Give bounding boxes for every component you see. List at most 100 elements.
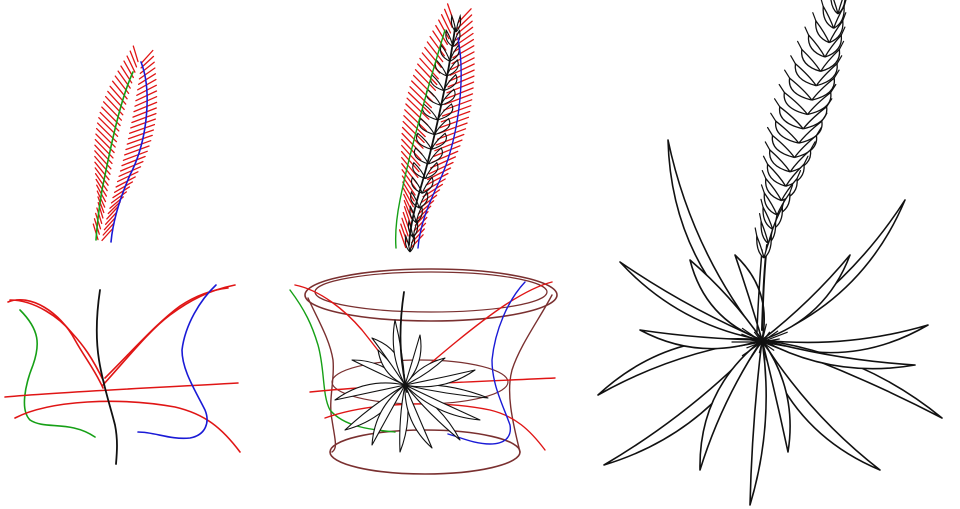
ground-red-stroke-lower (324, 403, 546, 451)
spike-barb (110, 191, 128, 204)
spike-bract-tip (812, 12, 817, 22)
spike-bract-tip (833, 69, 840, 79)
spike-barb (94, 150, 112, 170)
leaf-blue-stroke (447, 281, 526, 445)
spike-barb (116, 171, 139, 183)
spike-bract-tip (778, 83, 786, 94)
rosette-center-stroke (761, 341, 788, 353)
spike-barb (435, 133, 465, 146)
spike-bract-tip (825, 98, 833, 108)
spike-barb (416, 205, 432, 221)
rosette-center (731, 323, 788, 361)
spike-barb (401, 217, 409, 237)
spike-barb (438, 19, 450, 40)
spike-bract-tip (783, 69, 791, 79)
spike-barb (436, 128, 467, 140)
spike-barb (112, 186, 131, 199)
spike-bract-tip (764, 141, 771, 151)
spike-bract (756, 235, 765, 259)
spike-barb (400, 150, 420, 173)
rosette-leaf (404, 369, 476, 388)
spike-scale-outlines (404, 13, 462, 253)
rosette-leaf (404, 384, 481, 421)
spike-barb-strokes (92, 45, 158, 242)
rosette-leaves-small (334, 319, 489, 453)
spike-barb (409, 234, 424, 250)
spike-barb (129, 50, 138, 68)
plant-leaf (761, 254, 851, 341)
spike-bract-tip (770, 112, 777, 122)
spike-barb (429, 35, 445, 57)
spike-bract-tip (790, 55, 797, 65)
spike-bract (830, 0, 839, 15)
spike-scale (434, 117, 451, 136)
spike-scale (404, 233, 411, 253)
spike-bract-tip (754, 227, 758, 237)
spike-scale (449, 44, 460, 62)
spike-bract-tip (809, 141, 816, 151)
spike-barb (402, 120, 425, 144)
spike-scale (418, 117, 436, 136)
spike-barb (127, 129, 155, 140)
panel-sketch-with-proxies (289, 3, 558, 475)
spike-barb (406, 97, 430, 120)
spike-barb (114, 75, 130, 95)
spike-barb (453, 38, 475, 53)
spike-barb (429, 156, 457, 169)
spike-scale (452, 29, 461, 48)
spike-barb (419, 57, 439, 80)
ground-red-stroke-lower (14, 400, 241, 453)
spike-barb (132, 107, 157, 118)
rosette-center-stroke (761, 341, 767, 361)
spike-barb (95, 178, 108, 197)
spike-barb (131, 112, 157, 124)
plant-leaf (761, 339, 791, 453)
spike-bract-tip (804, 26, 810, 36)
leaf-green-stroke (289, 289, 396, 433)
spike-bract (822, 5, 835, 29)
spike-barb (402, 181, 415, 202)
spike-bract-tip (796, 170, 802, 180)
proxy-top-ellipse (304, 268, 558, 322)
spike-barb (417, 63, 438, 86)
plant-leaf (603, 339, 763, 466)
spike-barb (444, 93, 474, 106)
rosette-center-stroke (761, 341, 786, 347)
leaf-green-stroke (19, 309, 96, 438)
spike-scale (415, 132, 432, 150)
spike-barb (443, 99, 473, 111)
spike-bract-tip (766, 126, 774, 137)
rosette-center-stroke (761, 338, 780, 343)
leaf-red-stroke-right-inner (104, 287, 229, 379)
spike-barb (132, 45, 139, 63)
spike-blue-stroke (417, 37, 462, 249)
spike-barb (94, 155, 111, 175)
spike-barb (424, 46, 442, 68)
spike-barb (101, 227, 114, 242)
spike-barb (435, 24, 448, 46)
spike-barb (452, 45, 475, 59)
spike-bract-tip (789, 184, 794, 194)
spike-barb (443, 8, 453, 28)
rosette-center-stroke (761, 331, 771, 343)
rosette-center-stroke (761, 331, 788, 343)
spike-barb (411, 80, 434, 103)
spike-scale (421, 176, 434, 194)
spike-barb (94, 161, 110, 181)
spike-bract-tip (838, 40, 845, 51)
spike-barb (126, 55, 136, 73)
spike-scale (443, 73, 458, 92)
spike-barb (103, 217, 116, 231)
spike-barb (129, 123, 156, 134)
spike-scale (440, 88, 456, 106)
spike-barb (135, 90, 158, 102)
spike-bract-tip (773, 98, 781, 108)
spike-barb (137, 73, 157, 85)
spike-barb (440, 14, 452, 34)
spike-barb (141, 49, 154, 64)
spike-barb (113, 181, 134, 193)
spike-barb (403, 206, 412, 225)
spike-barb (134, 96, 158, 107)
spike-bract-tip (760, 198, 764, 208)
spike-scale (412, 219, 419, 238)
